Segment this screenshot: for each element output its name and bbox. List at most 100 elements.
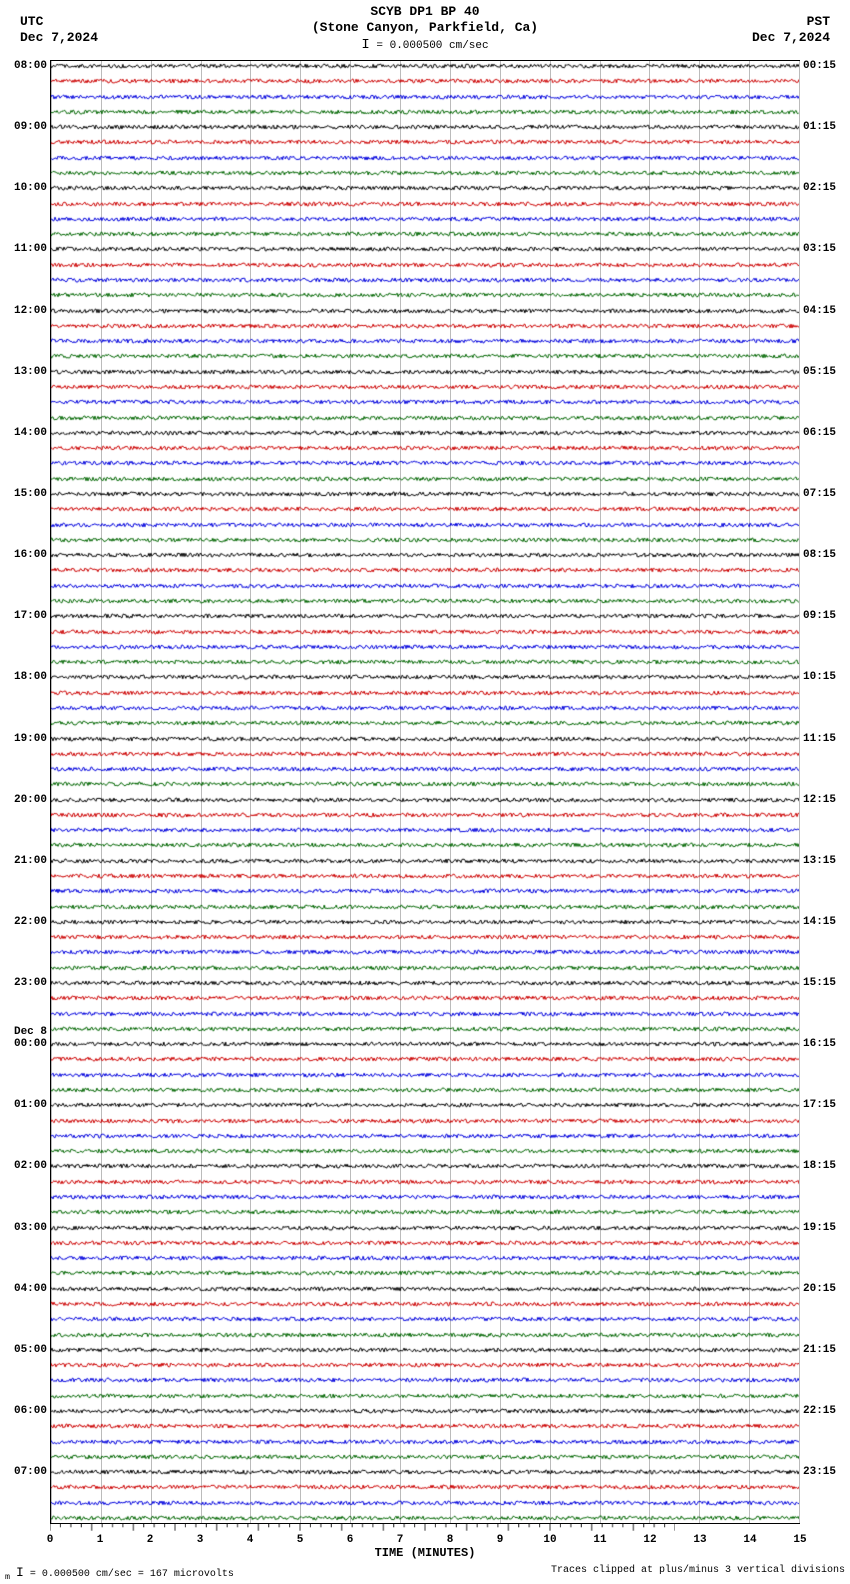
x-tick-label: 11 bbox=[593, 1534, 606, 1546]
trace-canvas bbox=[51, 123, 799, 131]
pst-label: PST Dec 7,2024 bbox=[752, 14, 830, 45]
trace-canvas bbox=[51, 826, 799, 834]
trace-row: 13:0005:15 bbox=[51, 372, 799, 373]
trace-row: 23:0015:15 bbox=[51, 983, 799, 984]
trace-canvas bbox=[51, 780, 799, 788]
trace-canvas bbox=[51, 994, 799, 1002]
trace-canvas bbox=[51, 1392, 799, 1400]
trace-canvas bbox=[51, 1376, 799, 1384]
trace-canvas bbox=[51, 459, 799, 467]
trace-canvas bbox=[51, 261, 799, 269]
trace-canvas bbox=[51, 1269, 799, 1277]
trace-row bbox=[51, 463, 799, 464]
trace-canvas bbox=[51, 857, 799, 865]
trace-row: 15:0007:15 bbox=[51, 494, 799, 495]
trace-canvas bbox=[51, 276, 799, 284]
x-tick-label: 5 bbox=[297, 1534, 304, 1546]
trace-canvas bbox=[51, 582, 799, 590]
trace-canvas bbox=[51, 1178, 799, 1186]
date-break: Dec 8 bbox=[14, 1026, 51, 1038]
trace-row bbox=[51, 830, 799, 831]
trace-row: 12:0004:15 bbox=[51, 311, 799, 312]
trace-canvas bbox=[51, 1453, 799, 1461]
pst-time-label: 19:15 bbox=[799, 1222, 836, 1234]
pst-time-label: 09:15 bbox=[799, 610, 836, 622]
pst-time-label: 02:15 bbox=[799, 182, 836, 194]
utc-time-label: 20:00 bbox=[14, 794, 51, 806]
trace-row bbox=[51, 647, 799, 648]
title-line1: SCYB DP1 BP 40 bbox=[0, 4, 850, 20]
trace-row bbox=[51, 280, 799, 281]
trace-row bbox=[51, 142, 799, 143]
trace-canvas bbox=[51, 719, 799, 727]
utc-time-label: 10:00 bbox=[14, 182, 51, 194]
pst-time-label: 23:15 bbox=[799, 1466, 836, 1478]
trace-row bbox=[51, 1319, 799, 1320]
trace-row bbox=[51, 97, 799, 98]
trace-row bbox=[51, 601, 799, 602]
utc-time-label: 00:00 bbox=[14, 1038, 51, 1050]
trace-row: 06:0022:15 bbox=[51, 1411, 799, 1412]
trace-canvas bbox=[51, 551, 799, 559]
trace-canvas bbox=[51, 1331, 799, 1339]
trace-row bbox=[51, 448, 799, 449]
trace-row bbox=[51, 418, 799, 419]
trace-canvas bbox=[51, 200, 799, 208]
trace-row bbox=[51, 876, 799, 877]
trace-row bbox=[51, 754, 799, 755]
trace-row: 19:0011:15 bbox=[51, 739, 799, 740]
trace-canvas bbox=[51, 979, 799, 987]
x-tick-label: 8 bbox=[447, 1534, 454, 1546]
trace-canvas bbox=[51, 368, 799, 376]
scale-text: I = 0.000500 cm/sec bbox=[0, 37, 850, 54]
trace-canvas bbox=[51, 108, 799, 116]
utc-time-label: 02:00 bbox=[14, 1160, 51, 1172]
trace-canvas bbox=[51, 1346, 799, 1354]
pst-time-label: 16:15 bbox=[799, 1038, 836, 1050]
x-tick-label: 15 bbox=[793, 1534, 806, 1546]
trace-canvas bbox=[51, 750, 799, 758]
trace-canvas bbox=[51, 796, 799, 804]
trace-canvas bbox=[51, 291, 799, 299]
trace-row bbox=[51, 295, 799, 296]
pst-time-label: 03:15 bbox=[799, 243, 836, 255]
pst-time-label: 22:15 bbox=[799, 1405, 836, 1417]
x-tick-label: 10 bbox=[543, 1534, 556, 1546]
utc-time-label: 11:00 bbox=[14, 243, 51, 255]
x-tick-label: 3 bbox=[197, 1534, 204, 1546]
trace-canvas bbox=[51, 1285, 799, 1293]
trace-canvas bbox=[51, 138, 799, 146]
trace-canvas bbox=[51, 841, 799, 849]
trace-row bbox=[51, 708, 799, 709]
trace-row bbox=[51, 570, 799, 571]
trace-row: 22:0014:15 bbox=[51, 922, 799, 923]
trace-canvas bbox=[51, 215, 799, 223]
x-tick-label: 13 bbox=[693, 1534, 706, 1546]
utc-time-label: 22:00 bbox=[14, 916, 51, 928]
title-line2: (Stone Canyon, Parkfield, Ca) bbox=[0, 20, 850, 36]
trace-canvas bbox=[51, 933, 799, 941]
tick-marks bbox=[50, 1524, 675, 1534]
x-tick-label: 12 bbox=[643, 1534, 656, 1546]
trace-row: 02:0018:15 bbox=[51, 1166, 799, 1167]
trace-canvas bbox=[51, 704, 799, 712]
utc-time-label: 07:00 bbox=[14, 1466, 51, 1478]
pst-time-label: 12:15 bbox=[799, 794, 836, 806]
footer-right: Traces clipped at plus/minus 3 vertical … bbox=[551, 1565, 845, 1582]
trace-canvas bbox=[51, 1224, 799, 1232]
trace-row bbox=[51, 356, 799, 357]
trace-canvas bbox=[51, 1239, 799, 1247]
footer-left: m I = 0.000500 cm/sec = 167 microvolts bbox=[5, 1565, 234, 1582]
trace-canvas bbox=[51, 184, 799, 192]
pst-time-label: 00:15 bbox=[799, 60, 836, 72]
pst-time-label: 21:15 bbox=[799, 1344, 836, 1356]
trace-canvas bbox=[51, 948, 799, 956]
pst-time-label: 17:15 bbox=[799, 1099, 836, 1111]
trace-row bbox=[51, 1121, 799, 1122]
trace-row bbox=[51, 1243, 799, 1244]
trace-canvas bbox=[51, 1208, 799, 1216]
x-tick-label: 7 bbox=[397, 1534, 404, 1546]
trace-canvas bbox=[51, 505, 799, 513]
trace-canvas bbox=[51, 383, 799, 391]
x-axis: TIME (MINUTES) 0123456789101112131415 bbox=[50, 1524, 800, 1554]
